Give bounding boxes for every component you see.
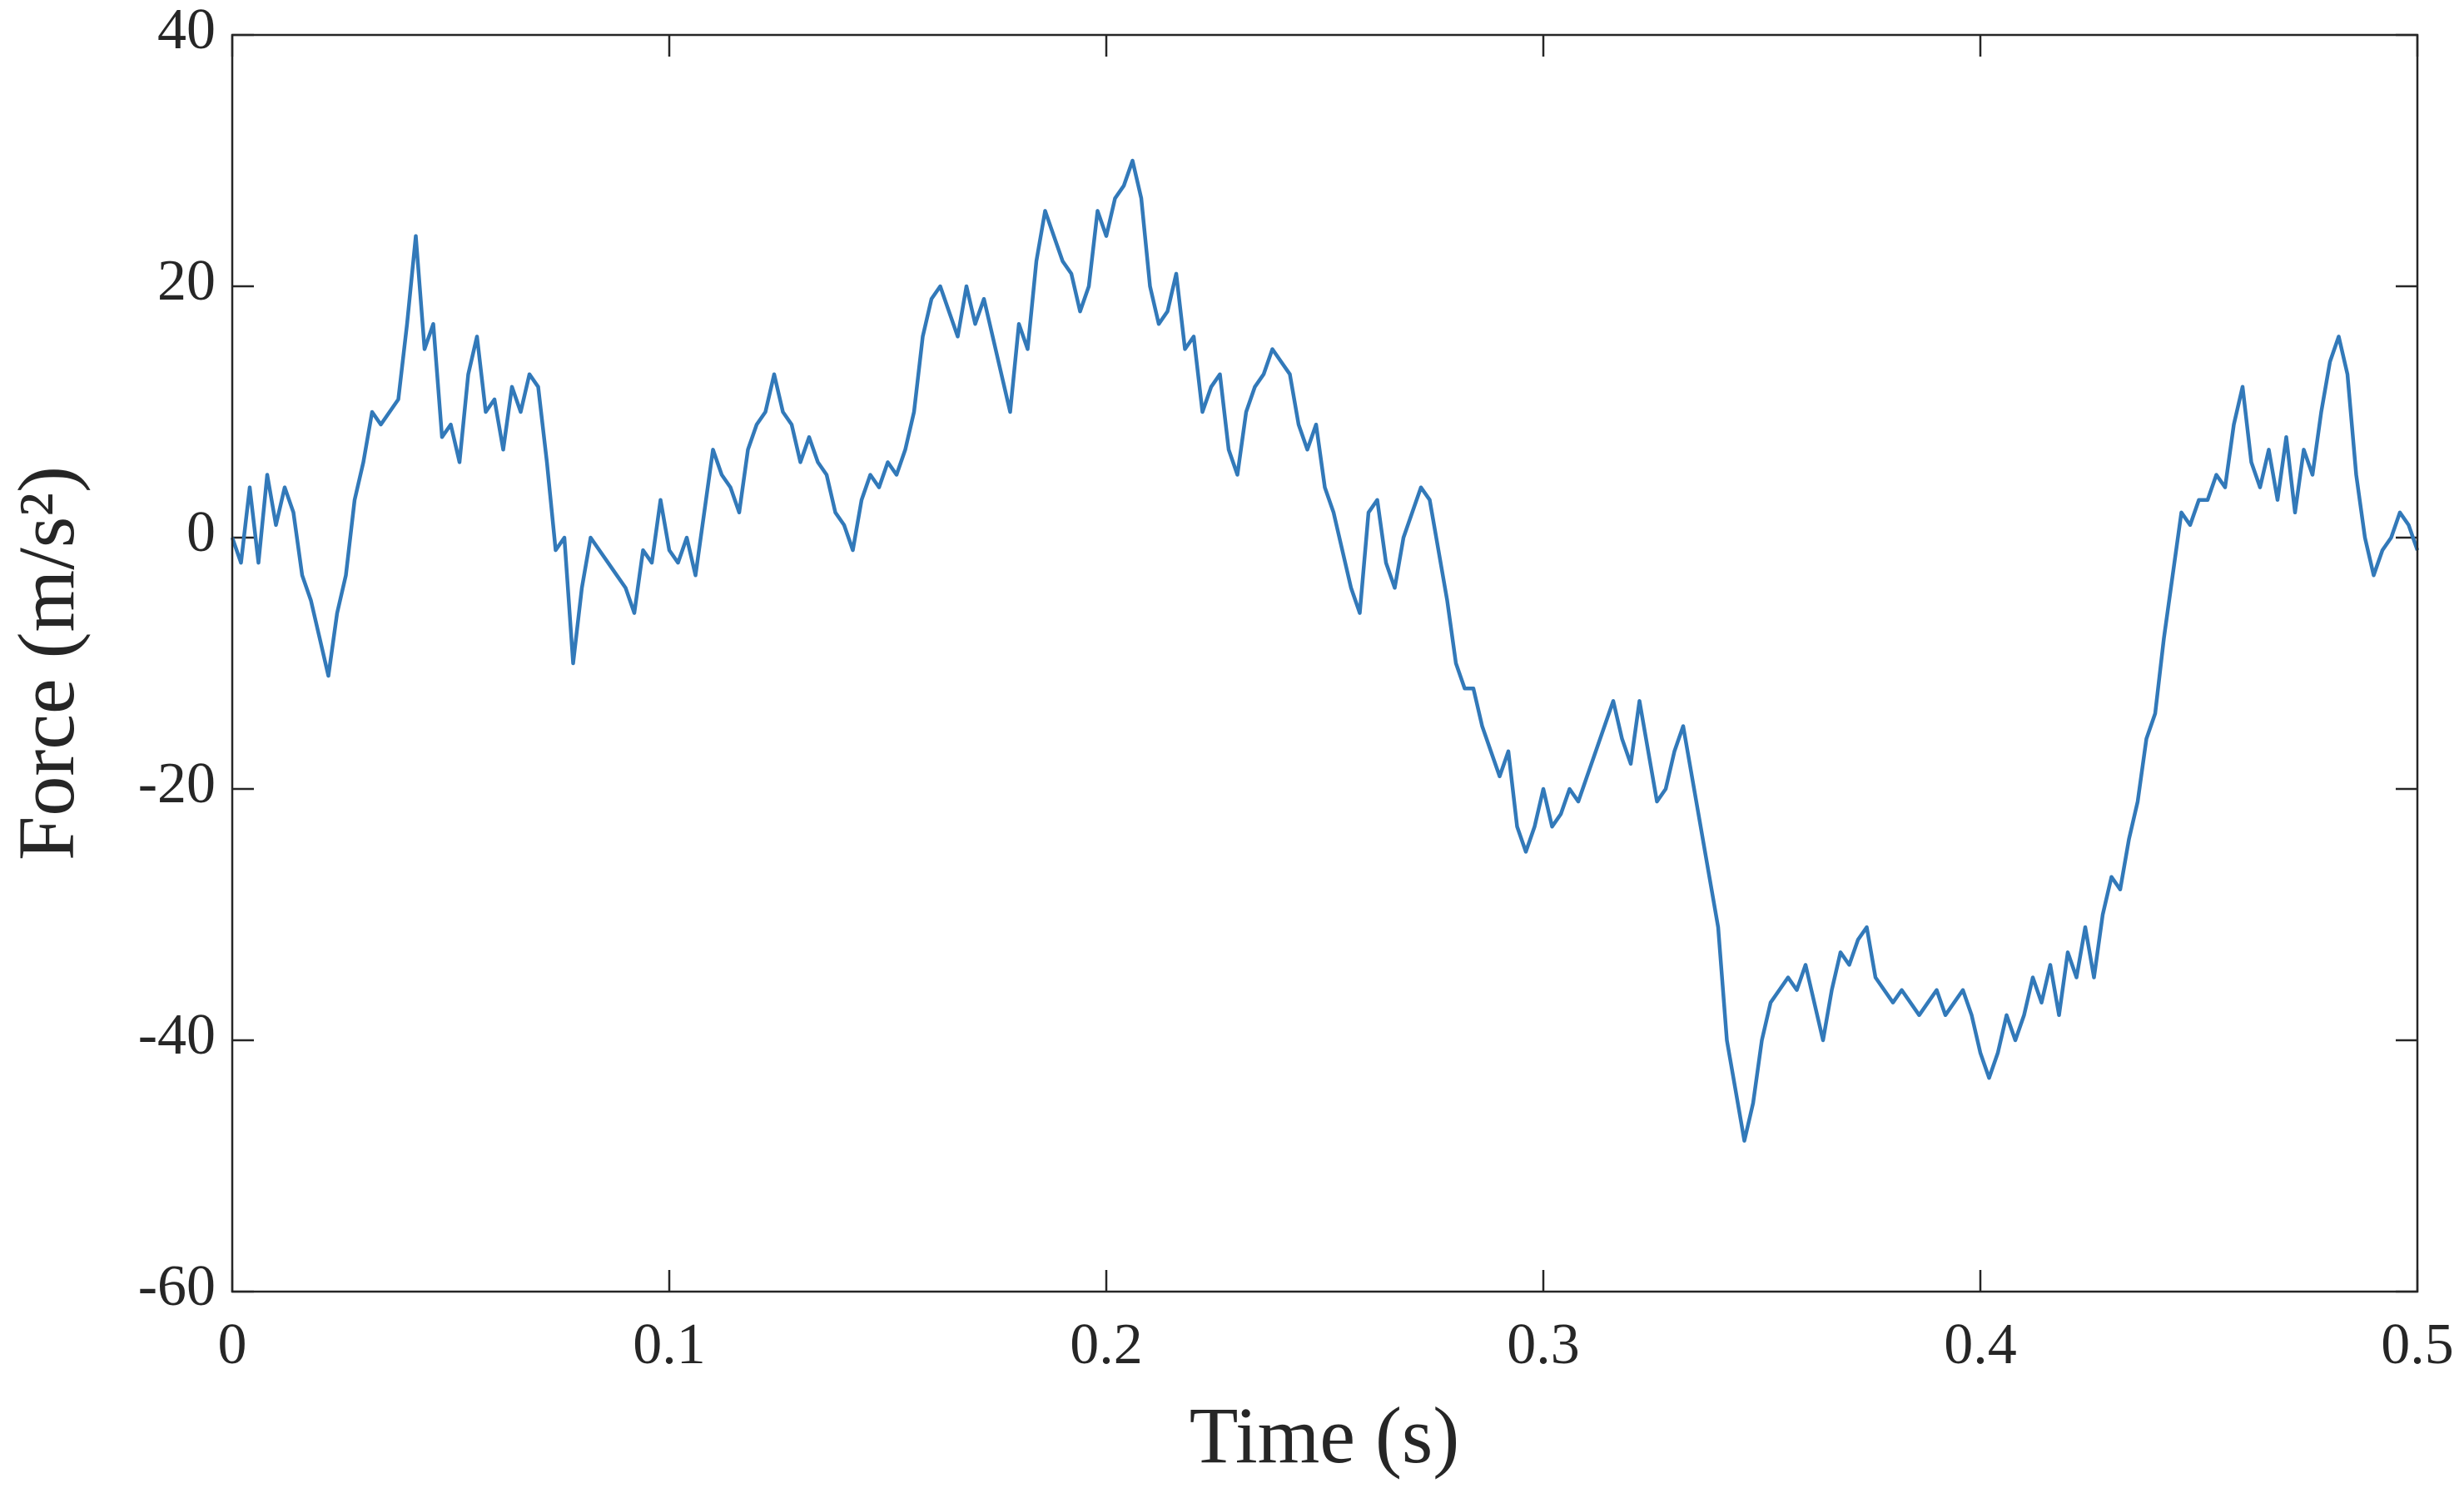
y-tick-label: -40 [138, 1003, 216, 1067]
plot-frame [231, 33, 2419, 1293]
y-tick-label: -20 [138, 751, 216, 816]
x-tick-label: 0.3 [1507, 1312, 1580, 1376]
y-tick-label: 40 [157, 0, 216, 62]
x-tick-label: 0.5 [2381, 1312, 2454, 1376]
x-tick-label: 0.4 [1944, 1312, 2017, 1376]
y-tick-label: 0 [186, 500, 216, 564]
x-tick-label: 0.1 [633, 1312, 706, 1376]
y-axis-title: Force (m/s²) [2, 466, 91, 861]
x-tick-label: 0.2 [1070, 1312, 1143, 1376]
x-tick-label: 0 [218, 1312, 247, 1376]
y-tick-label: -60 [138, 1254, 216, 1318]
y-tick-label: 20 [157, 249, 216, 313]
x-axis-title: Time (s) [1190, 1391, 1460, 1480]
data-line [230, 158, 2420, 1143]
